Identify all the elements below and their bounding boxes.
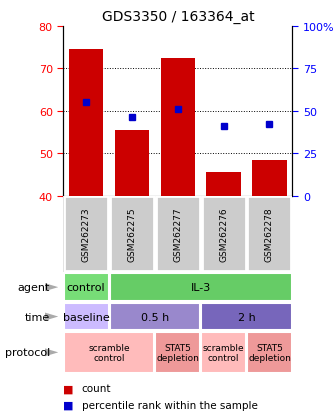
Bar	[201, 303, 292, 331]
Bar	[156, 197, 200, 272]
Bar	[69, 50, 103, 196]
Bar	[252, 160, 287, 196]
Text: ■: ■	[63, 400, 74, 410]
Polygon shape	[45, 283, 58, 292]
Text: GSM262278: GSM262278	[265, 207, 274, 261]
Text: scramble
control: scramble control	[203, 343, 244, 362]
Bar	[202, 197, 246, 272]
Bar	[201, 332, 246, 373]
Bar	[64, 303, 109, 331]
Bar	[161, 59, 195, 196]
Bar	[110, 273, 292, 302]
Bar	[247, 332, 292, 373]
Text: GSM262276: GSM262276	[219, 207, 228, 261]
Text: baseline: baseline	[63, 312, 110, 322]
Text: STAT5
depletion: STAT5 depletion	[157, 343, 199, 362]
Bar	[64, 332, 155, 373]
Bar	[247, 197, 291, 272]
Bar	[64, 197, 108, 272]
Bar	[110, 303, 200, 331]
Text: GDS3350 / 163364_at: GDS3350 / 163364_at	[102, 10, 254, 24]
Text: 2 h: 2 h	[238, 312, 255, 322]
Bar	[206, 173, 241, 196]
Bar	[110, 197, 154, 272]
Text: time: time	[25, 312, 50, 322]
Text: GSM262277: GSM262277	[173, 207, 182, 261]
Bar	[115, 131, 149, 196]
Bar	[64, 273, 109, 302]
Text: scramble
control: scramble control	[88, 343, 130, 362]
Polygon shape	[45, 349, 58, 356]
Text: IL-3: IL-3	[190, 282, 211, 292]
Text: agent: agent	[18, 282, 50, 292]
Text: GSM262275: GSM262275	[128, 207, 137, 261]
Text: 0.5 h: 0.5 h	[141, 312, 169, 322]
Text: count: count	[82, 383, 111, 393]
Bar	[156, 332, 200, 373]
Text: ■: ■	[63, 383, 74, 393]
Polygon shape	[45, 313, 58, 321]
Text: GSM262273: GSM262273	[82, 207, 91, 261]
Text: STAT5
depletion: STAT5 depletion	[248, 343, 291, 362]
Text: control: control	[67, 282, 106, 292]
Text: percentile rank within the sample: percentile rank within the sample	[82, 400, 257, 410]
Text: protocol: protocol	[5, 347, 50, 358]
